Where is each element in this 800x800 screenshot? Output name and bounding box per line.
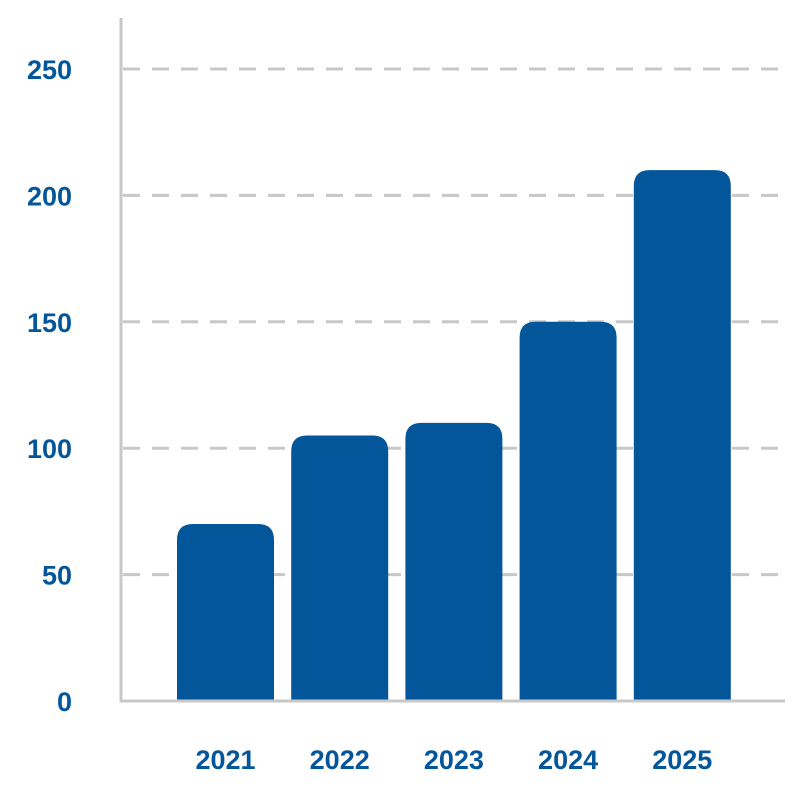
y-tick-label-150: 150 xyxy=(27,308,72,338)
x-tick-label-2024: 2024 xyxy=(538,745,598,775)
y-tick-label-50: 50 xyxy=(42,561,72,591)
bars xyxy=(177,170,731,701)
x-tick-labels: 2021 2022 2023 2024 2025 xyxy=(195,745,712,775)
x-tick-label-2022: 2022 xyxy=(310,745,370,775)
y-tick-label-250: 250 xyxy=(27,55,72,85)
x-tick-label-2025: 2025 xyxy=(652,745,712,775)
y-tick-label-100: 100 xyxy=(27,434,72,464)
bar-2024 xyxy=(519,321,617,701)
bar-2021 xyxy=(177,524,274,701)
y-tick-label-0: 0 xyxy=(57,687,72,717)
y-tick-label-200: 200 xyxy=(27,181,72,211)
y-tick-labels: 0 50 100 150 200 250 xyxy=(27,55,72,717)
bar-2025 xyxy=(633,170,731,701)
bar-2022 xyxy=(291,435,389,701)
x-tick-label-2023: 2023 xyxy=(424,745,484,775)
bar-2023 xyxy=(405,422,503,701)
axes xyxy=(119,18,785,703)
x-tick-label-2021: 2021 xyxy=(195,745,255,775)
